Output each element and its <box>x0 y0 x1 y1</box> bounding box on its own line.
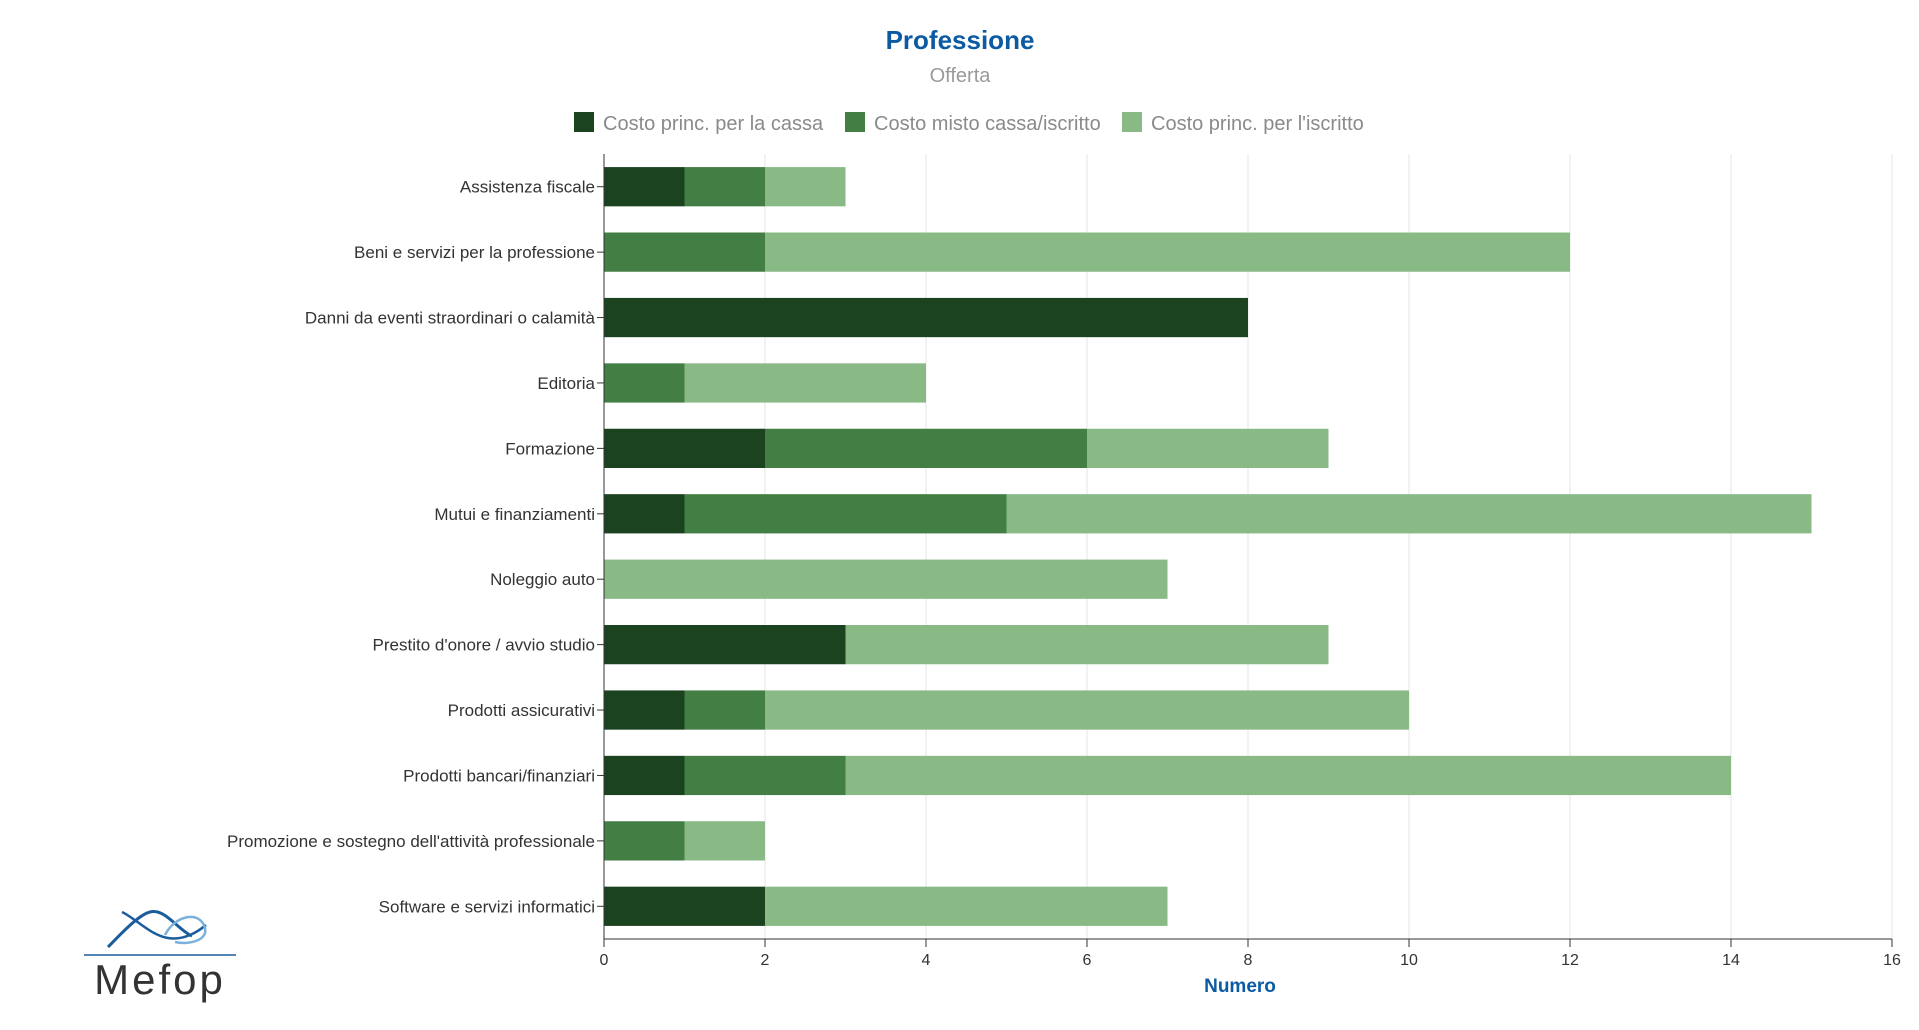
x-tick-label: 2 <box>761 952 770 969</box>
bar-segment <box>845 625 1329 665</box>
category-label: Software e servizi informatici <box>379 897 595 916</box>
bar-segment <box>684 494 1007 534</box>
bar-segment <box>604 886 765 926</box>
bar-segment <box>604 755 685 796</box>
category-label: Prodotti bancari/finanziari <box>403 766 595 785</box>
bar-segment <box>765 690 1409 730</box>
category-label: Assistenza fiscale <box>460 178 595 197</box>
category-label: Prestito d'onore / avvio studio <box>373 636 595 655</box>
bar-segment <box>604 232 765 272</box>
x-tick-label: 0 <box>600 952 609 969</box>
legend-swatch <box>1122 112 1142 132</box>
bar-segment <box>604 167 685 207</box>
bar-segment <box>604 363 685 403</box>
x-tick-label: 8 <box>1244 952 1253 969</box>
x-tick-label: 14 <box>1722 952 1740 969</box>
grid-lines <box>764 154 1893 939</box>
legend-label: Costo princ. per la cassa <box>603 113 824 135</box>
x-tick-label: 6 <box>1083 952 1092 969</box>
bar-segment <box>684 755 846 796</box>
category-label: Beni e servizi per la professione <box>354 243 595 262</box>
category-label: Noleggio auto <box>490 570 595 589</box>
bar-segment <box>765 428 1087 468</box>
legend-label: Costo princ. per l'iscritto <box>1151 113 1364 135</box>
chart-title: Professione <box>886 25 1035 55</box>
bar-segment <box>765 886 1168 926</box>
category-label: Editoria <box>537 374 595 393</box>
chart-subtitle: Offerta <box>930 65 992 87</box>
bar-segment <box>765 232 1570 272</box>
category-label: Mutui e finanziamenti <box>434 505 595 524</box>
bar-segment <box>604 690 685 730</box>
bar-segment <box>845 755 1731 796</box>
bar-segment <box>684 363 926 403</box>
legend-swatch <box>574 112 594 132</box>
bar-segment <box>684 821 765 861</box>
bar-segment <box>604 297 1248 338</box>
logo-text: Mefop <box>94 956 226 1003</box>
bar-segment <box>604 559 1168 599</box>
category-label: Formazione <box>505 439 595 458</box>
category-label: Prodotti assicurativi <box>448 701 595 720</box>
legend-label: Costo misto cassa/iscritto <box>874 113 1101 135</box>
bar-segment <box>604 625 846 665</box>
x-axis-ticks: 0 2 4 6 8 10 12 14 16 <box>600 939 1901 969</box>
x-axis-title: Numero <box>1204 976 1276 997</box>
category-label: Danni da eventi straordinari o calamità <box>305 309 596 328</box>
x-tick-label: 4 <box>922 952 931 969</box>
bars <box>604 167 1812 926</box>
legend-swatch <box>845 112 865 132</box>
x-tick-label: 10 <box>1400 952 1418 969</box>
category-label: Promozione e sostegno dell'attività prof… <box>227 832 595 851</box>
bar-segment <box>684 690 765 730</box>
bar-segment <box>1087 428 1329 468</box>
legend: Costo princ. per la cassa Costo misto cas… <box>574 112 1364 135</box>
bar-segment <box>1006 494 1812 534</box>
bar-segment <box>684 167 765 207</box>
bar-segment <box>604 494 685 534</box>
category-labels: Assistenza fiscale Beni e servizi per la … <box>227 178 604 916</box>
x-tick-label: 12 <box>1561 952 1579 969</box>
bar-segment <box>765 167 846 207</box>
mefop-wave-logo <box>84 910 236 956</box>
x-tick-label: 16 <box>1883 952 1901 969</box>
bar-segment <box>604 821 685 861</box>
bar-segment <box>604 428 765 468</box>
